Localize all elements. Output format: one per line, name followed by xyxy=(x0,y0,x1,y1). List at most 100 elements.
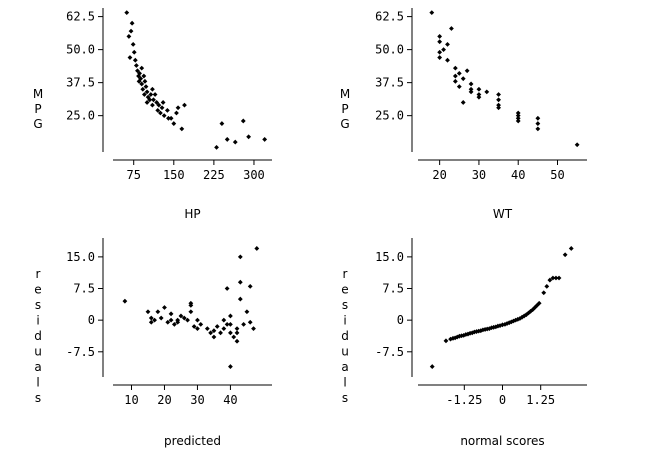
data-point xyxy=(535,115,541,121)
data-point xyxy=(148,315,154,321)
data-point xyxy=(168,311,174,317)
data-point xyxy=(460,76,466,82)
x-axis-title: normal scores xyxy=(460,434,544,448)
data-point xyxy=(185,317,190,323)
panel-residuals-vs-predicted: 15.0 7.5 0 -7.5 10 20 30 40 predicted r e s i d u a l s xyxy=(34,238,272,448)
data-point xyxy=(244,309,250,315)
data-point xyxy=(429,10,435,16)
data-point xyxy=(139,65,145,71)
data-point xyxy=(506,320,512,326)
x-axis-title: HP xyxy=(184,207,200,221)
x-tick-label: 225 xyxy=(203,168,225,182)
x-axis-title: WT xyxy=(493,207,513,221)
data-point xyxy=(143,84,149,90)
data-point xyxy=(511,318,516,324)
data-point xyxy=(437,39,443,45)
y-tick-label: 37.5 xyxy=(375,76,404,90)
data-point xyxy=(137,70,142,76)
data-point xyxy=(459,333,464,339)
data-point xyxy=(140,86,146,92)
y-tick-label: 15.0 xyxy=(66,250,95,264)
data-point xyxy=(536,300,542,306)
data-point xyxy=(478,328,484,334)
data-point xyxy=(131,49,137,55)
data-point xyxy=(139,81,145,87)
data-point xyxy=(198,321,204,327)
data-point xyxy=(568,246,574,251)
data-point xyxy=(188,309,194,315)
x-tick-label: 300 xyxy=(243,168,265,182)
data-point xyxy=(515,115,521,121)
data-point xyxy=(129,20,135,26)
data-point xyxy=(214,144,219,150)
data-point xyxy=(437,55,443,60)
data-point xyxy=(156,102,162,108)
data-point xyxy=(211,334,217,340)
data-point xyxy=(228,330,233,336)
data-point xyxy=(495,323,501,329)
data-point xyxy=(168,115,174,121)
data-point xyxy=(469,330,475,336)
data-point xyxy=(246,134,252,140)
data-point xyxy=(175,105,181,111)
data-point xyxy=(224,137,230,142)
data-point xyxy=(204,326,210,331)
data-point xyxy=(454,334,460,340)
data-point xyxy=(515,118,521,124)
data-point xyxy=(144,100,150,105)
data-point xyxy=(496,97,501,103)
data-point xyxy=(251,326,256,331)
data-point xyxy=(496,92,501,97)
data-point xyxy=(484,89,490,95)
data-point xyxy=(448,336,453,342)
data-point xyxy=(126,34,132,39)
data-point xyxy=(168,317,174,323)
data-point xyxy=(228,313,233,319)
y-tick-label: 0 xyxy=(397,313,404,327)
data-point xyxy=(476,328,482,334)
y-tick-label: 50.0 xyxy=(375,43,404,57)
data-point xyxy=(162,305,167,310)
y-tick-label: 50.0 xyxy=(66,43,95,57)
data-point xyxy=(450,335,456,341)
data-point xyxy=(456,84,462,90)
data-point xyxy=(240,118,246,124)
data-point xyxy=(175,317,181,323)
data-point xyxy=(547,277,553,283)
data-point xyxy=(161,113,167,119)
x-tick-label: 50 xyxy=(550,168,564,182)
data-point xyxy=(429,364,435,369)
data-point xyxy=(493,324,499,330)
data-point xyxy=(541,290,547,296)
data-point xyxy=(500,322,505,328)
data-point xyxy=(489,325,494,331)
data-point xyxy=(214,324,220,329)
data-point xyxy=(234,330,240,336)
data-point xyxy=(133,63,139,68)
data-point xyxy=(124,10,130,16)
data-point xyxy=(515,113,521,119)
data-point xyxy=(188,300,194,306)
data-point xyxy=(166,115,171,121)
data-point xyxy=(234,338,240,344)
x-tick-label: 75 xyxy=(126,168,140,182)
data-point xyxy=(132,57,138,63)
data-point xyxy=(160,100,166,105)
data-point xyxy=(247,319,253,325)
data-point xyxy=(152,317,157,323)
panel-mpg-vs-wt: 62.5 50.0 37.5 25.0 20 30 40 50 WT M P G xyxy=(340,8,587,221)
data-point xyxy=(150,86,155,92)
data-point xyxy=(195,317,200,323)
data-point xyxy=(452,78,458,84)
data-point xyxy=(178,313,184,319)
data-point xyxy=(127,55,133,60)
y-tick-label: 7.5 xyxy=(73,282,95,296)
x-tick-label: 30 xyxy=(472,168,486,182)
x-tick-label: 40 xyxy=(511,168,525,182)
data-point xyxy=(231,334,237,340)
data-point xyxy=(145,94,151,100)
data-point xyxy=(535,121,541,126)
data-point xyxy=(441,47,446,53)
